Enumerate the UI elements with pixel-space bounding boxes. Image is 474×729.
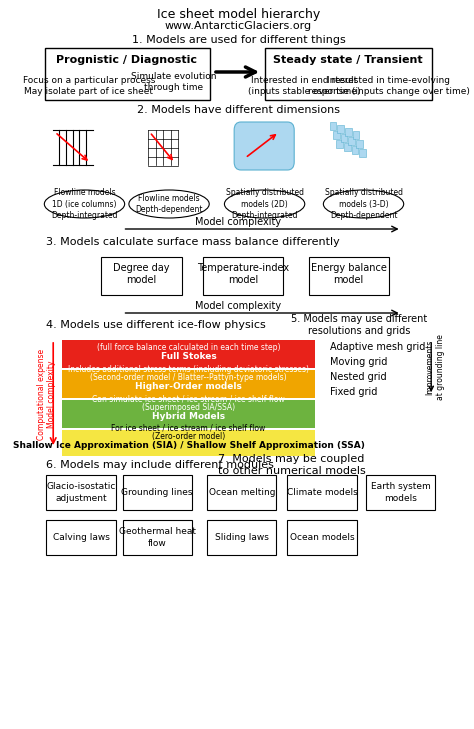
Text: 2. Models have different dimensions: 2. Models have different dimensions <box>137 105 340 115</box>
Text: Steady state / Transient: Steady state / Transient <box>273 55 423 65</box>
FancyBboxPatch shape <box>101 257 182 295</box>
Text: Ice sheet model hierarchy: Ice sheet model hierarchy <box>157 7 320 20</box>
FancyBboxPatch shape <box>123 475 192 510</box>
Text: Focus on a particular process
May isolate part of ice sheet: Focus on a particular process May isolat… <box>23 76 155 96</box>
Text: 4. Models use different ice-flow physics: 4. Models use different ice-flow physics <box>46 320 266 330</box>
FancyBboxPatch shape <box>359 149 366 157</box>
Text: Moving grid: Moving grid <box>330 357 387 367</box>
Text: Nested grid: Nested grid <box>330 372 386 382</box>
Text: 1. Models are used for different things: 1. Models are used for different things <box>131 35 345 45</box>
Text: Calving laws: Calving laws <box>53 533 109 542</box>
FancyBboxPatch shape <box>207 520 276 555</box>
FancyBboxPatch shape <box>348 137 355 145</box>
Text: Glacio-isostatic
adjustment: Glacio-isostatic adjustment <box>46 483 116 502</box>
Text: Interested in end result
(inputs stable over time): Interested in end result (inputs stable … <box>248 76 361 96</box>
Text: Hybrid Models: Hybrid Models <box>152 411 225 421</box>
Text: Fixed grid: Fixed grid <box>330 387 377 397</box>
Text: Model complexity: Model complexity <box>195 217 282 227</box>
Ellipse shape <box>323 190 404 218</box>
FancyBboxPatch shape <box>352 146 358 154</box>
Text: Shallow Ice Approximation (SIA) / Shallow Shelf Approximation (SSA): Shallow Ice Approximation (SIA) / Shallo… <box>13 440 365 450</box>
Text: Energy balance
model: Energy balance model <box>311 262 387 285</box>
Text: Earth system
models: Earth system models <box>371 483 430 502</box>
Text: Computational expense
Model complexity: Computational expense Model complexity <box>37 348 56 440</box>
Text: Ocean melting: Ocean melting <box>209 488 275 497</box>
FancyBboxPatch shape <box>344 143 351 151</box>
FancyBboxPatch shape <box>356 140 363 148</box>
FancyBboxPatch shape <box>337 140 343 148</box>
Text: (full force balance calculated in each time step): (full force balance calculated in each t… <box>97 343 280 351</box>
Ellipse shape <box>129 190 209 218</box>
FancyBboxPatch shape <box>264 48 432 100</box>
FancyBboxPatch shape <box>62 430 315 456</box>
Text: For ice sheet / ice stream / ice shelf flow: For ice sheet / ice stream / ice shelf f… <box>111 424 265 432</box>
Ellipse shape <box>45 190 125 218</box>
Text: www.AntarcticGlaciers.org: www.AntarcticGlaciers.org <box>165 21 312 31</box>
FancyBboxPatch shape <box>62 400 315 428</box>
Text: Degree day
model: Degree day model <box>113 262 170 285</box>
Text: Includes additional stress terms (including deviatoric stresses): Includes additional stress terms (includ… <box>68 364 309 373</box>
FancyBboxPatch shape <box>46 520 116 555</box>
FancyBboxPatch shape <box>309 257 389 295</box>
FancyBboxPatch shape <box>45 48 210 100</box>
Text: (Zero-order model): (Zero-order model) <box>152 432 225 440</box>
Text: 7. Models may be coupled
to other numerical models: 7. Models may be coupled to other numeri… <box>218 453 365 476</box>
Text: (Second-order model / Blatter--Pattyn-type models): (Second-order model / Blatter--Pattyn-ty… <box>90 373 287 381</box>
FancyBboxPatch shape <box>207 475 276 510</box>
Text: Model complexity: Model complexity <box>195 301 282 311</box>
Text: Higher-Order models: Higher-Order models <box>135 381 242 391</box>
FancyBboxPatch shape <box>333 131 340 139</box>
Text: Prognistic / Diagnostic: Prognistic / Diagnostic <box>56 55 197 65</box>
FancyBboxPatch shape <box>341 134 347 142</box>
FancyBboxPatch shape <box>203 257 283 295</box>
Text: Geothermal heat
flow: Geothermal heat flow <box>118 528 196 547</box>
Text: Improvements
at grounding line: Improvements at grounding line <box>426 334 445 400</box>
Text: Flowline models
1D (ice columns)
Depth-integrated: Flowline models 1D (ice columns) Depth-i… <box>51 188 118 219</box>
FancyBboxPatch shape <box>287 520 357 555</box>
FancyBboxPatch shape <box>62 340 315 368</box>
FancyBboxPatch shape <box>353 131 359 139</box>
Text: Spatially distributed
models (2D)
Depth-integrated: Spatially distributed models (2D) Depth-… <box>226 188 304 219</box>
FancyBboxPatch shape <box>46 475 116 510</box>
Text: 3. Models calculate surface mass balance differently: 3. Models calculate surface mass balance… <box>46 237 340 247</box>
Text: (Superimposed SIA/SSA): (Superimposed SIA/SSA) <box>142 402 235 411</box>
Text: Climate models: Climate models <box>287 488 357 497</box>
Text: Simulate evolution
through time: Simulate evolution through time <box>130 72 216 92</box>
Text: Interested in time-evolving
response (inputs change over time): Interested in time-evolving response (in… <box>308 76 470 96</box>
FancyBboxPatch shape <box>337 125 344 133</box>
FancyBboxPatch shape <box>330 122 337 130</box>
Text: Full Stokes: Full Stokes <box>161 351 216 361</box>
Text: Temperature-index
model: Temperature-index model <box>197 262 289 285</box>
FancyBboxPatch shape <box>123 520 192 555</box>
Text: Grounding lines: Grounding lines <box>121 488 193 497</box>
FancyBboxPatch shape <box>62 370 315 398</box>
Text: Ocean models: Ocean models <box>290 533 355 542</box>
FancyBboxPatch shape <box>366 475 436 510</box>
Text: 6. Models may include different modules: 6. Models may include different modules <box>46 460 274 470</box>
FancyBboxPatch shape <box>234 122 294 170</box>
Text: Flowline models
Depth-dependent: Flowline models Depth-dependent <box>135 194 203 214</box>
Text: Spatially distributed
models (3-D)
Depth-dependent: Spatially distributed models (3-D) Depth… <box>325 188 402 219</box>
FancyBboxPatch shape <box>345 128 352 136</box>
Text: 5. Models may use different
resolutions and grids: 5. Models may use different resolutions … <box>291 313 428 336</box>
Ellipse shape <box>224 190 305 218</box>
FancyBboxPatch shape <box>287 475 357 510</box>
Text: Adaptive mesh grid: Adaptive mesh grid <box>330 342 425 352</box>
Text: Sliding laws: Sliding laws <box>215 533 269 542</box>
Text: Can simulate ice sheet / ice stream / ice shelf flow: Can simulate ice sheet / ice stream / ic… <box>92 394 285 403</box>
